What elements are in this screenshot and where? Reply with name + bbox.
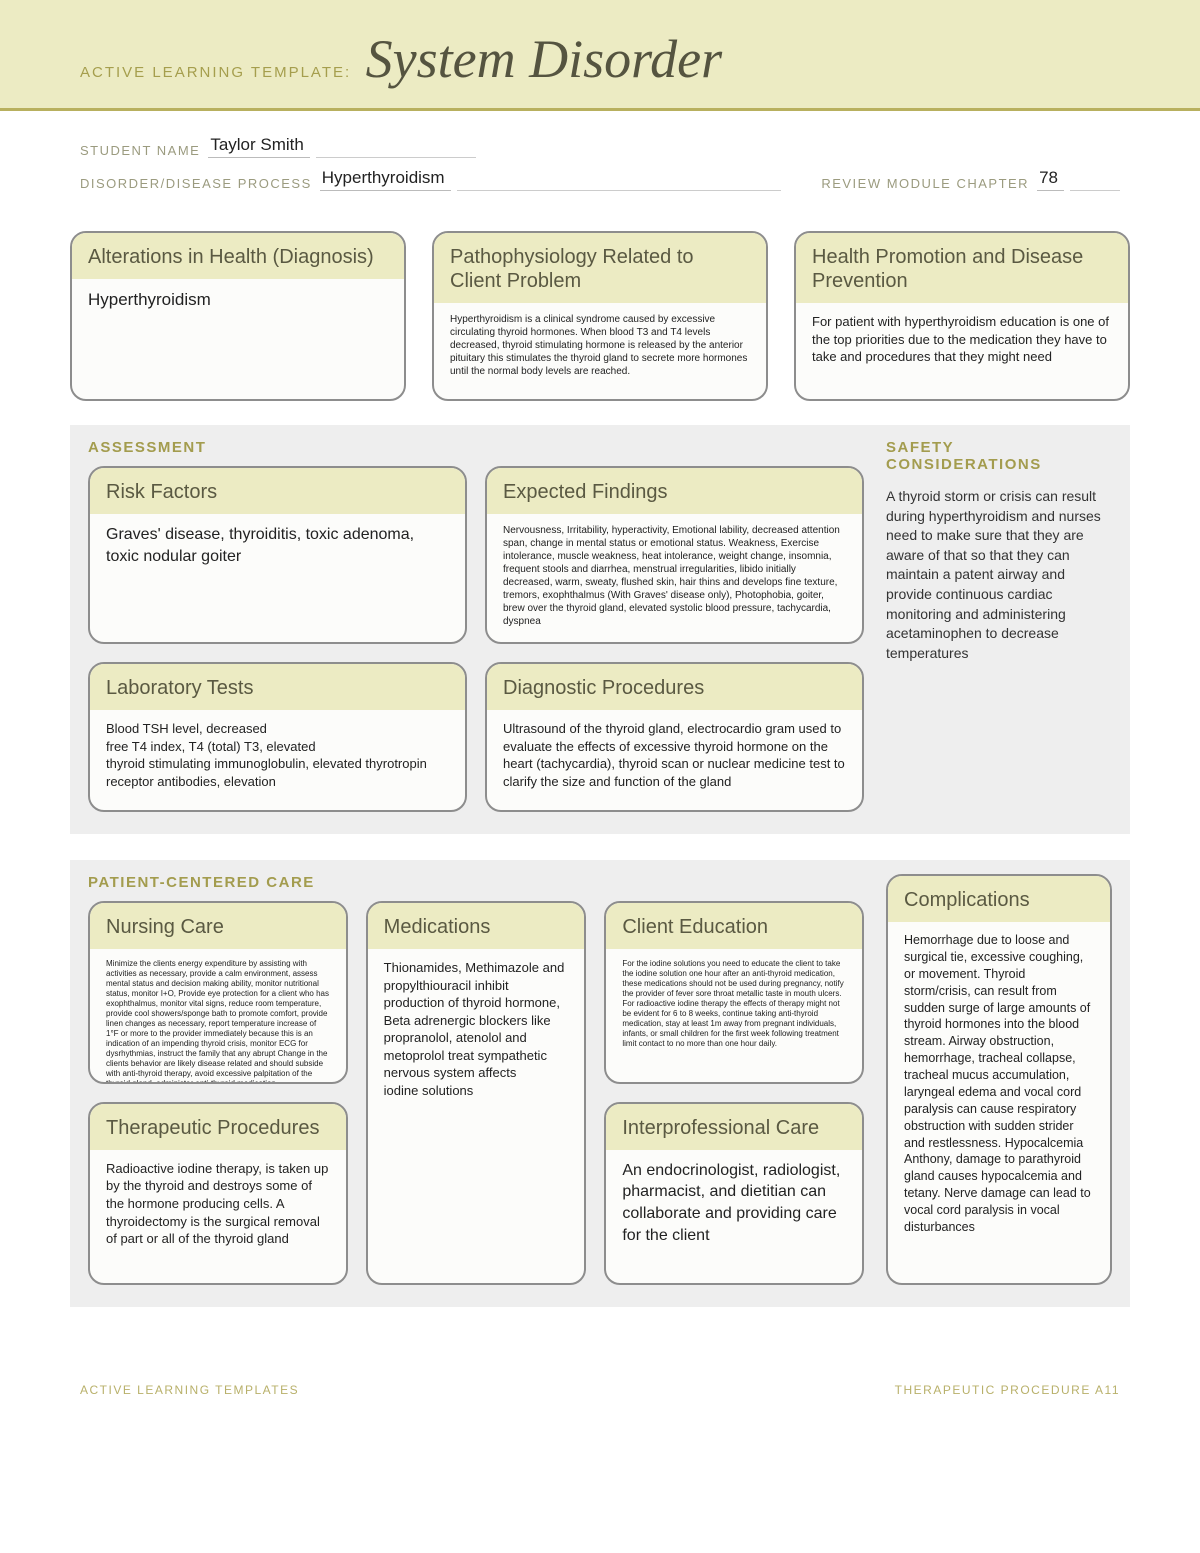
card-title: Medications xyxy=(368,903,585,949)
pcc-col-3: Client Education For the iodine solution… xyxy=(604,901,864,1285)
card-body: Nervousness, Irritability, hyperactivity… xyxy=(487,514,862,642)
card-title: Complications xyxy=(888,876,1110,922)
card-title: Pathophysiology Related to Client Proble… xyxy=(434,233,766,303)
chapter-value: 78 xyxy=(1037,168,1064,191)
pcc-col-2: Medications Thionamides, Methimazole and… xyxy=(366,901,587,1285)
assessment-section: ASSESSMENT Risk Factors Graves' disease,… xyxy=(70,425,1130,834)
card-body: Hemorrhage due to loose and surgical tie… xyxy=(888,922,1110,1250)
student-name-field: STUDENT NAME Taylor Smith xyxy=(80,135,476,158)
card-body: Minimize the clients energy expenditure … xyxy=(90,949,346,1084)
card-body: Hyperthyroidism is a clinical syndrome c… xyxy=(434,303,766,392)
card-title: Laboratory Tests xyxy=(90,664,465,710)
card-title: Expected Findings xyxy=(487,468,862,514)
card-diagnostic-procedures: Diagnostic Procedures Ultrasound of the … xyxy=(485,662,864,812)
card-risk-factors: Risk Factors Graves' disease, thyroiditi… xyxy=(88,466,467,644)
meta-block: STUDENT NAME Taylor Smith DISORDER/DISEA… xyxy=(0,111,1200,211)
safety-title: SAFETY CONSIDERATIONS xyxy=(886,439,1112,473)
chapter-field: REVIEW MODULE CHAPTER 78 xyxy=(821,168,1120,191)
safety-body: A thyroid storm or crisis can result dur… xyxy=(886,483,1112,663)
card-therapeutic-procedures: Therapeutic Procedures Radioactive iodin… xyxy=(88,1102,348,1285)
student-label: STUDENT NAME xyxy=(80,143,200,158)
card-medications: Medications Thionamides, Methimazole and… xyxy=(366,901,587,1285)
header-title: System Disorder xyxy=(366,28,722,90)
card-title: Diagnostic Procedures xyxy=(487,664,862,710)
card-title: Interprofessional Care xyxy=(606,1104,862,1150)
header-band: ACTIVE LEARNING TEMPLATE: System Disorde… xyxy=(0,0,1200,111)
student-value: Taylor Smith xyxy=(208,135,310,158)
card-title: Therapeutic Procedures xyxy=(90,1104,346,1150)
card-body: Ultrasound of the thyroid gland, electro… xyxy=(487,710,862,804)
card-patho: Pathophysiology Related to Client Proble… xyxy=(432,231,768,401)
card-lab-tests: Laboratory Tests Blood TSH level, decrea… xyxy=(88,662,467,812)
card-client-education: Client Education For the iodine solution… xyxy=(604,901,864,1084)
complications-column: Complications Hemorrhage due to loose an… xyxy=(886,874,1112,1285)
disorder-label: DISORDER/DISEASE PROCESS xyxy=(80,176,312,191)
page: ACTIVE LEARNING TEMPLATE: System Disorde… xyxy=(0,0,1200,1437)
top-row: Alterations in Health (Diagnosis) Hypert… xyxy=(70,231,1130,401)
card-body: Blood TSH level, decreased free T4 index… xyxy=(90,710,465,804)
disorder-field: DISORDER/DISEASE PROCESS Hyperthyroidism xyxy=(80,168,781,191)
footer-right: THERAPEUTIC PROCEDURE A11 xyxy=(895,1383,1120,1397)
underline xyxy=(1070,190,1120,191)
card-promotion: Health Promotion and Disease Prevention … xyxy=(794,231,1130,401)
disorder-value: Hyperthyroidism xyxy=(320,168,451,191)
card-title: Alterations in Health (Diagnosis) xyxy=(72,233,404,279)
header-prefix: ACTIVE LEARNING TEMPLATE: xyxy=(80,64,351,81)
pcc-title: PATIENT-CENTERED CARE xyxy=(88,874,864,891)
card-body: Thionamides, Methimazole and propylthiou… xyxy=(368,949,585,1113)
pcc-section: PATIENT-CENTERED CARE Nursing Care Minim… xyxy=(70,860,1130,1307)
card-complications: Complications Hemorrhage due to loose an… xyxy=(886,874,1112,1285)
card-title: Risk Factors xyxy=(90,468,465,514)
card-title: Health Promotion and Disease Prevention xyxy=(796,233,1128,303)
pcc-col-1: Nursing Care Minimize the clients energy… xyxy=(88,901,348,1285)
card-expected-findings: Expected Findings Nervousness, Irritabil… xyxy=(485,466,864,644)
card-interprofessional-care: Interprofessional Care An endocrinologis… xyxy=(604,1102,864,1285)
card-title: Nursing Care xyxy=(90,903,346,949)
card-body: For patient with hyperthyroidism educati… xyxy=(796,303,1128,380)
card-alterations: Alterations in Health (Diagnosis) Hypert… xyxy=(70,231,406,401)
footer: ACTIVE LEARNING TEMPLATES THERAPEUTIC PR… xyxy=(0,1353,1200,1437)
assessment-title: ASSESSMENT xyxy=(88,439,864,456)
card-body: Hyperthyroidism xyxy=(72,279,404,326)
card-title: Client Education xyxy=(606,903,862,949)
safety-column: SAFETY CONSIDERATIONS A thyroid storm or… xyxy=(886,439,1112,812)
card-body: Graves' disease, thyroiditis, toxic aden… xyxy=(90,514,465,581)
card-body: An endocrinologist, radiologist, pharmac… xyxy=(606,1150,862,1260)
card-nursing-care: Nursing Care Minimize the clients energy… xyxy=(88,901,348,1084)
underline xyxy=(316,157,476,158)
content: Alterations in Health (Diagnosis) Hypert… xyxy=(0,211,1200,1353)
footer-left: ACTIVE LEARNING TEMPLATES xyxy=(80,1383,299,1397)
underline xyxy=(457,190,782,191)
card-body: Radioactive iodine therapy, is taken up … xyxy=(90,1150,346,1262)
card-body: For the iodine solutions you need to edu… xyxy=(606,949,862,1063)
chapter-label: REVIEW MODULE CHAPTER xyxy=(821,176,1029,191)
